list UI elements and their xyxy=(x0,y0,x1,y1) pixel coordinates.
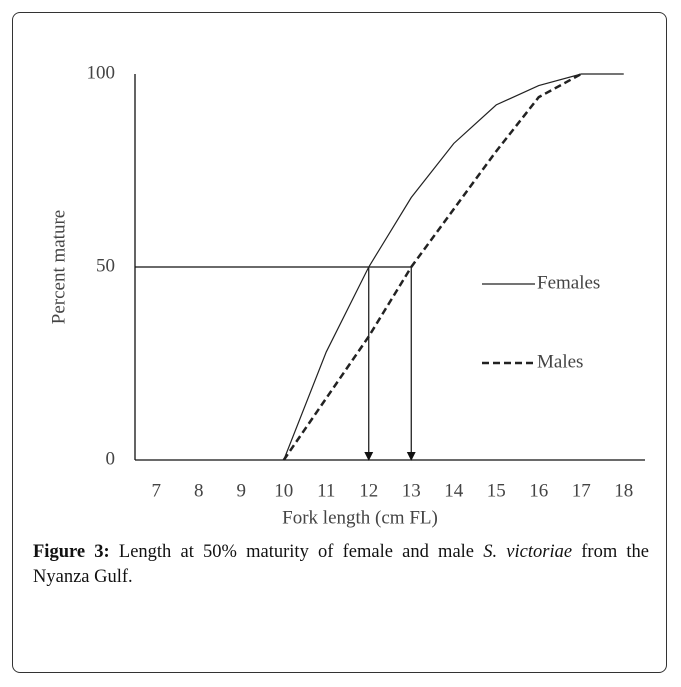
x-tick-label: 17 xyxy=(572,480,591,501)
x-tick-label: 11 xyxy=(317,480,335,501)
x-tick-label: 8 xyxy=(194,480,204,501)
caption: Figure 3: Length at 50% maturity of fema… xyxy=(33,540,649,590)
series-line xyxy=(282,72,582,461)
x-tick-label: 13 xyxy=(402,480,421,501)
x-tick-label: 14 xyxy=(444,480,464,501)
y-tick-label: 50 xyxy=(96,255,115,276)
y-axis-label: Percent mature xyxy=(48,210,69,324)
x-axis-label: Fork length (cm FL) xyxy=(282,507,438,528)
series-line xyxy=(283,73,624,461)
x-tick-label: 9 xyxy=(237,480,247,501)
x-tick-label: 10 xyxy=(274,480,293,501)
x-tick-label: 18 xyxy=(614,480,633,501)
caption-species: S. victoriae xyxy=(483,542,573,562)
x-tick-label: 16 xyxy=(529,480,548,501)
caption-text: from the Nyanza Gulf. xyxy=(33,542,650,587)
figure-frame xyxy=(12,12,667,673)
legend-label: Males xyxy=(537,351,583,372)
x-tick-label: 7 xyxy=(152,480,162,501)
chart: Fork length (cm FL) Percent mature 0 50 10… xyxy=(48,62,645,528)
y-tick-label: 100 xyxy=(87,62,116,83)
y-tick-label: 0 xyxy=(106,448,116,469)
legend-label: Females xyxy=(537,272,600,293)
x-tick-label: 15 xyxy=(487,480,506,501)
caption-text: Length at 50% maturity of female and mal… xyxy=(118,542,484,562)
x-tick-label: 12 xyxy=(359,480,378,501)
caption-label: Figure 3: xyxy=(33,542,110,562)
